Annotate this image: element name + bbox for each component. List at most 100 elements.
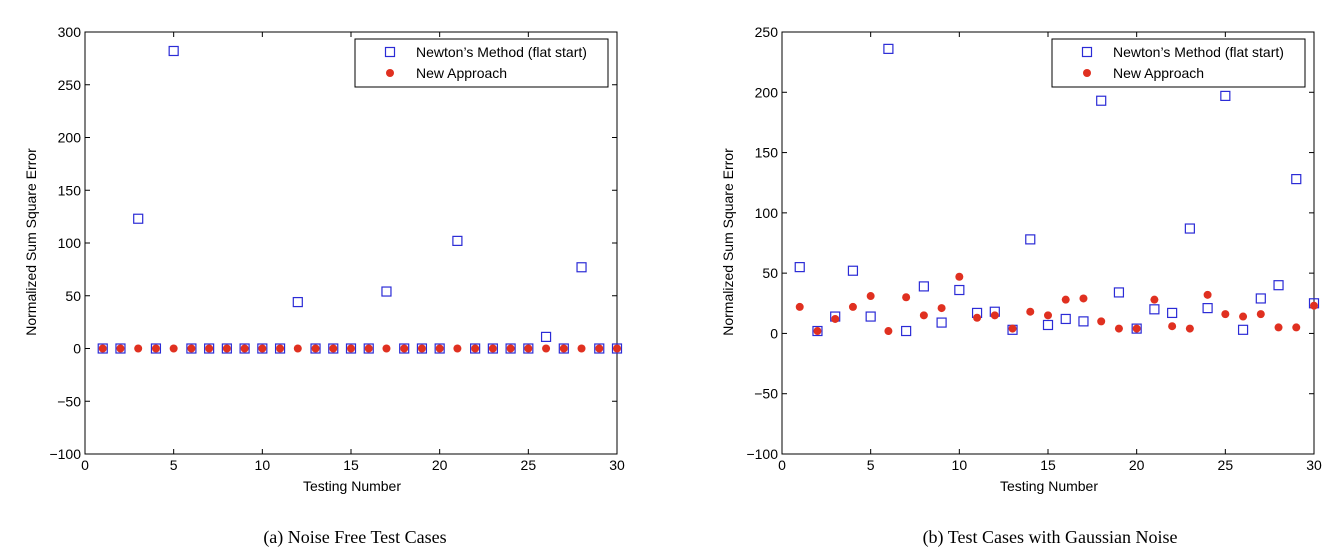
data-point-new-approach	[884, 327, 893, 336]
data-point-new-approach	[848, 302, 857, 311]
data-point-new-approach	[542, 344, 551, 353]
data-point-newton	[1042, 319, 1054, 331]
x-tick-label: 20	[1129, 457, 1145, 473]
x-axis-label: Testing Number	[303, 478, 401, 494]
data-point-newton	[558, 343, 569, 354]
y-tick-label: −100	[746, 446, 778, 462]
data-point-new-approach	[205, 344, 214, 353]
y-tick-label: 50	[762, 265, 778, 281]
y-tick-label: 0	[770, 325, 778, 341]
data-point-newton	[1149, 304, 1160, 315]
y-tick-label: 150	[755, 145, 779, 161]
x-tick-label: 25	[1218, 457, 1234, 473]
y-tick-label: 100	[755, 205, 779, 221]
data-point-new-approach	[222, 344, 231, 353]
data-point-newton	[133, 213, 144, 224]
chart-noise-free: (a) Noise Free Test Cases Testing Number…	[23, 24, 625, 548]
data-point-new-approach	[937, 304, 946, 313]
data-point-newton	[936, 317, 947, 328]
data-point-newton	[901, 325, 912, 337]
data-point-newton	[115, 343, 126, 354]
y-axis-label: Normalized Sum Square Error	[23, 148, 39, 336]
data-point-new-approach	[795, 302, 804, 311]
y-tick-label: 50	[65, 288, 81, 304]
x-axis-label: Testing Number	[1000, 478, 1098, 494]
data-point-new-approach	[276, 344, 285, 353]
legend-marker-new-approach	[1083, 69, 1091, 77]
data-point-new-approach	[1239, 312, 1248, 321]
y-tick-label: 300	[58, 24, 82, 40]
data-point-new-approach	[1203, 290, 1212, 299]
data-point-new-approach	[471, 344, 480, 353]
y-tick-label: 200	[755, 84, 779, 100]
x-tick-label: 10	[952, 457, 968, 473]
data-point-new-approach	[1061, 295, 1070, 304]
data-point-newton	[452, 235, 463, 246]
legend-marker-newton	[384, 46, 396, 58]
chart-gaussian-noise: (b) Test Cases with Gaussian Noise Testi…	[720, 24, 1322, 548]
data-point-newton	[594, 343, 605, 354]
data-point-new-approach	[187, 344, 196, 353]
data-point-newton	[1202, 303, 1213, 314]
data-point-newton	[883, 43, 894, 54]
data-point-new-approach	[488, 344, 497, 353]
data-point-newton	[794, 262, 805, 273]
data-point-newton	[1025, 234, 1036, 245]
x-tick-label: 15	[343, 457, 359, 473]
data-point-newton	[345, 343, 357, 354]
data-point-new-approach	[293, 344, 302, 353]
data-point-new-approach	[134, 344, 143, 353]
data-point-newton	[204, 343, 215, 354]
data-point-newton	[434, 343, 445, 354]
data-point-newton	[1291, 173, 1302, 185]
y-tick-label: −100	[49, 446, 81, 462]
data-point-new-approach	[1256, 310, 1265, 319]
data-point-newton	[1255, 293, 1266, 304]
data-point-new-approach	[1008, 324, 1017, 333]
data-point-new-approach	[1026, 307, 1035, 316]
data-point-newton	[221, 343, 232, 354]
data-point-new-approach	[1310, 301, 1318, 310]
data-point-new-approach	[1274, 323, 1283, 332]
data-point-newton	[292, 296, 303, 308]
data-point-new-approach	[382, 344, 391, 353]
data-point-newton	[1060, 313, 1071, 325]
data-point-new-approach	[1079, 294, 1088, 303]
data-point-newton	[363, 343, 374, 354]
data-point-new-approach	[973, 313, 982, 322]
data-point-newton	[523, 343, 534, 354]
data-point-new-approach	[435, 344, 444, 353]
data-point-newton	[381, 286, 392, 297]
x-tick-label: 10	[255, 457, 271, 473]
data-point-new-approach	[577, 344, 586, 353]
caption-noise-free: (a) Noise Free Test Cases	[263, 527, 446, 548]
data-point-new-approach	[400, 344, 409, 353]
y-tick-label: 150	[58, 182, 82, 198]
data-point-new-approach	[364, 344, 373, 353]
data-point-new-approach	[559, 344, 568, 353]
series-new-approach	[98, 344, 621, 353]
data-point-newton	[150, 343, 162, 354]
x-tick-label: 5	[170, 457, 178, 473]
data-point-new-approach	[1097, 317, 1106, 326]
y-tick-label: 100	[58, 235, 82, 251]
data-point-new-approach	[506, 344, 515, 353]
data-point-newton	[186, 343, 197, 354]
data-point-newton	[847, 265, 859, 276]
series-newtons-method	[97, 45, 623, 354]
data-point-new-approach	[955, 272, 964, 281]
data-point-new-approach	[1292, 323, 1301, 332]
data-point-new-approach	[902, 293, 911, 302]
data-point-newton	[1273, 280, 1284, 291]
x-tick-label: 25	[521, 457, 537, 473]
data-point-newton	[540, 331, 552, 342]
data-point-newton	[97, 343, 108, 354]
x-tick-label: 30	[609, 457, 625, 473]
data-point-newton	[239, 343, 250, 354]
data-point-new-approach	[116, 344, 125, 353]
x-tick-label: 20	[432, 457, 448, 473]
data-point-new-approach	[613, 344, 621, 353]
legend-label: Newton’s Method (flat start)	[416, 44, 587, 60]
data-point-newton	[865, 311, 876, 322]
data-point-newton	[328, 343, 339, 354]
